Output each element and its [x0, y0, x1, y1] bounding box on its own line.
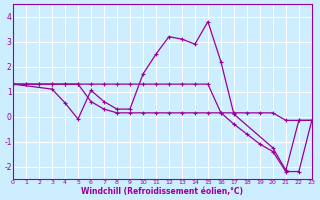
X-axis label: Windchill (Refroidissement éolien,°C): Windchill (Refroidissement éolien,°C) [82, 187, 244, 196]
